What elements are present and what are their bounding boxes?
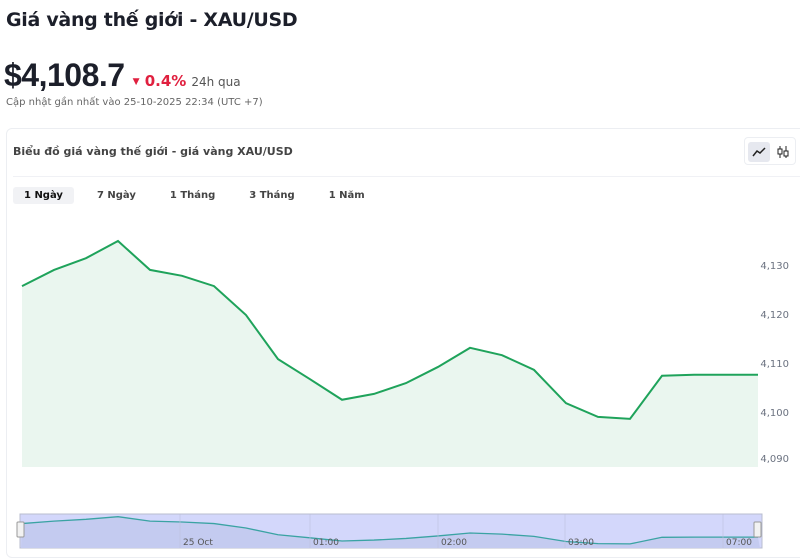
tab-1-month[interactable]: 1 Tháng (169, 190, 216, 201)
candlestick-button[interactable] (772, 142, 794, 162)
candlestick-icon (777, 146, 789, 158)
tab-1-day[interactable]: 1 Ngày (13, 187, 74, 204)
tab-7-days[interactable]: 7 Ngày (96, 190, 136, 201)
line-chart-icon (752, 147, 766, 157)
price-change: ▼ 0.4% (133, 72, 187, 90)
current-price: $4,108.7 (4, 57, 125, 93)
navigator-right-handle[interactable] (753, 521, 762, 538)
navigator-time-label: 07:00 (726, 538, 752, 548)
price-change-value: 0.4% (144, 72, 187, 90)
page-title: Giá vàng thế giới - XAU/USD (6, 9, 298, 31)
navigator-time-label: 01:00 (313, 538, 339, 548)
navigator-time-label: 03:00 (568, 538, 594, 548)
y-tick-label: 4,100 (760, 408, 789, 419)
y-tick-label: 4,090 (760, 454, 789, 465)
range-tabs: 1 Ngày 7 Ngày 1 Tháng 3 Tháng 1 Năm (13, 187, 388, 204)
area-fill (22, 241, 758, 467)
navigator-time-label: 02:00 (441, 538, 467, 548)
divider (13, 176, 800, 177)
price-row: $4,108.7 ▼ 0.4% 24h qua (4, 56, 241, 94)
change-period: 24h qua (191, 75, 241, 89)
navigator-left-handle[interactable] (16, 521, 25, 538)
y-tick-label: 4,120 (760, 310, 789, 321)
tab-1-year[interactable]: 1 Năm (328, 190, 365, 201)
down-arrow-icon: ▼ (132, 77, 140, 87)
chart-title: Biểu đồ giá vàng thế giới - giá vàng XAU… (13, 145, 293, 158)
line-chart-button[interactable] (748, 142, 770, 162)
tab-3-months[interactable]: 3 Tháng (249, 190, 295, 201)
navigator-line (21, 516, 758, 545)
y-tick-label: 4,110 (760, 359, 789, 370)
navigator-area (21, 516, 760, 548)
y-tick-label: 4,130 (760, 261, 789, 272)
navigator-time-label: 25 Oct (183, 538, 213, 548)
last-updated: Cập nhật gần nhất vào 25-10-2025 22:34 (… (6, 97, 263, 108)
chart-type-toggle (744, 137, 796, 165)
price-line (21, 239, 758, 420)
